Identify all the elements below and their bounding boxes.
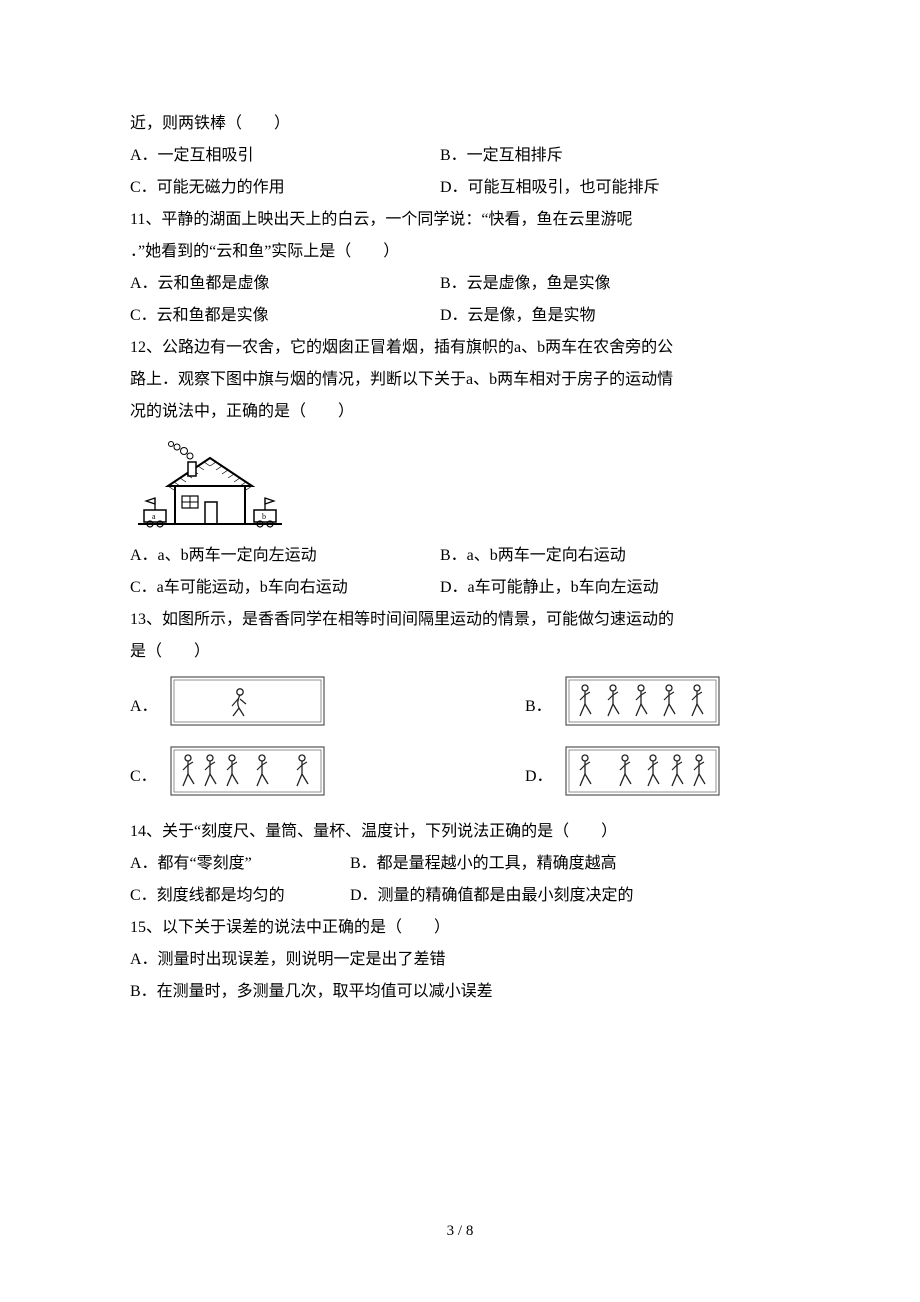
q13-panel-c xyxy=(170,746,325,808)
svg-text:b: b xyxy=(262,512,266,521)
q11-opt-a: A．云和鱼都是虚像 xyxy=(130,268,440,300)
q15-opt-b: B．在测量时，多测量几次，取平均值可以减小误差 xyxy=(130,976,790,1008)
q12-stem-1: 12、公路边有一农舍，它的烟囱正冒着烟，插有旗帜的a、b两车在农舍旁的公 xyxy=(130,332,790,364)
q10-opt-b: B．一定互相排斥 xyxy=(440,140,790,172)
q11-opt-c: C．云和鱼都是实像 xyxy=(130,300,440,332)
q13-label-b: B． xyxy=(525,691,565,723)
q10-opt-d: D．可能互相吸引，也可能排斥 xyxy=(440,172,790,204)
q11-stem-1: 11、平静的湖面上映出天上的白云，一个同学说：“快看，鱼在云里游呢 xyxy=(130,204,790,236)
q14-opt-d: D．测量的精确值都是由最小刻度决定的 xyxy=(350,880,790,912)
q14-stem: 14、关于“刻度尺、量筒、量杯、温度计，下列说法正确的是（ ） xyxy=(130,816,790,848)
q12-opt-c: C．a车可能运动，b车向右运动 xyxy=(130,572,440,604)
q12-opt-a: A．a、b两车一定向左运动 xyxy=(130,540,440,572)
q13-panel-d xyxy=(565,746,720,808)
q13-label-a: A． xyxy=(130,691,170,723)
q12-stem-2: 路上．观察下图中旗与烟的情况，判断以下关于a、b两车相对于房子的运动情 xyxy=(130,364,790,396)
q10-opt-a: A．一定互相吸引 xyxy=(130,140,440,172)
q14-opt-a: A．都有“零刻度” xyxy=(130,848,350,880)
q13-stem-2: 是（ ） xyxy=(130,636,790,668)
q11-opt-d: D．云是像，鱼是实物 xyxy=(440,300,790,332)
page-number: 3 / 8 xyxy=(0,1223,920,1240)
q10-tail: 近，则两铁棒（ ） xyxy=(130,108,790,140)
q10-opt-c: C．可能无磁力的作用 xyxy=(130,172,440,204)
q13-panel-b xyxy=(565,676,720,738)
q11-opt-b: B．云是虚像，鱼是实像 xyxy=(440,268,790,300)
q12-opt-b: B．a、b两车一定向右运动 xyxy=(440,540,790,572)
q12-figure: ab xyxy=(130,436,790,536)
q13-panel-a xyxy=(170,676,325,738)
q13-label-c: C． xyxy=(130,761,170,793)
q14-opt-b: B．都是量程越小的工具，精确度越高 xyxy=(350,848,790,880)
q14-opt-c: C．刻度线都是均匀的 xyxy=(130,880,350,912)
q11-stem-2: ．”她看到的“云和鱼”实际上是（ ） xyxy=(130,236,790,268)
q13-label-d: D． xyxy=(525,761,565,793)
q12-opt-d: D．a车可能静止，b车向左运动 xyxy=(440,572,790,604)
q12-stem-3: 况的说法中，正确的是（ ） xyxy=(130,396,790,428)
q15-stem: 15、以下关于误差的说法中正确的是（ ） xyxy=(130,912,790,944)
svg-text:a: a xyxy=(152,512,156,521)
q15-opt-a: A．测量时出现误差，则说明一定是出了差错 xyxy=(130,944,790,976)
q13-stem-1: 13、如图所示，是香香同学在相等时间间隔里运动的情景，可能做匀速运动的 xyxy=(130,604,790,636)
